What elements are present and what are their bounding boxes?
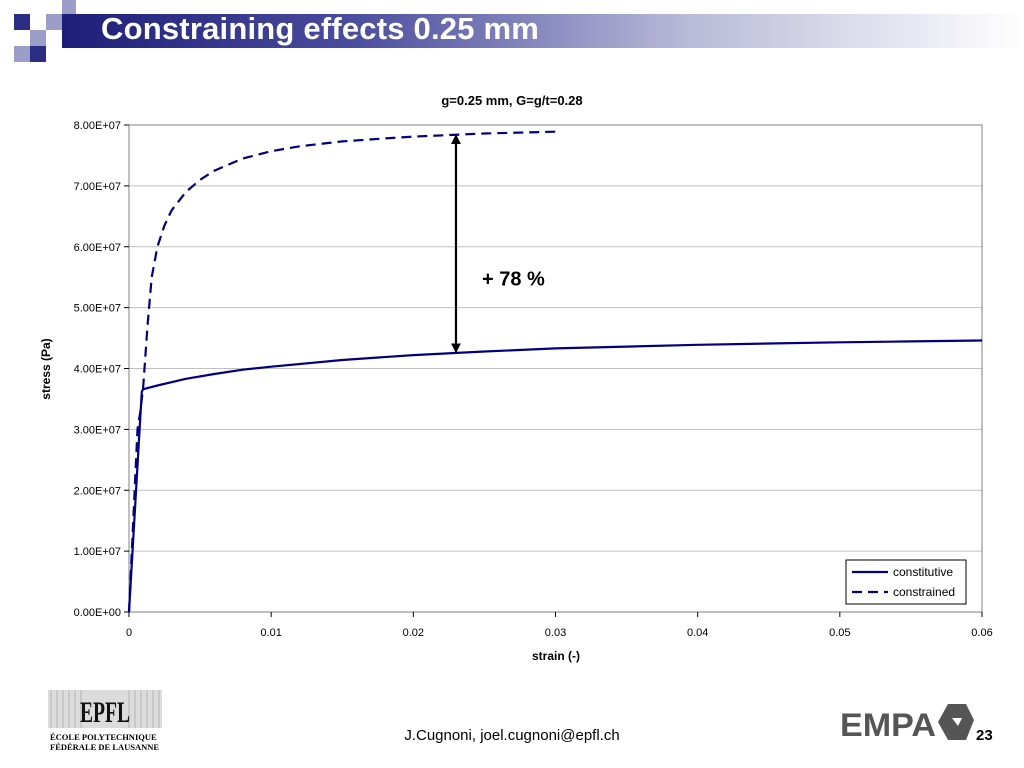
y-tick-label: 8.00E+07 bbox=[74, 120, 121, 132]
decor-square bbox=[30, 46, 46, 62]
grid-lines bbox=[129, 185, 982, 552]
y-axis-ticks: 0.00E+00 1.00E+07 2.00E+07 3.00E+07 4.00E+07… bbox=[74, 120, 129, 619]
annotation-group: + 78 % bbox=[450, 134, 545, 354]
y-tick-label: 4.00E+07 bbox=[74, 364, 121, 376]
decor-square bbox=[46, 14, 62, 30]
chart: g=0.25 mm, G=g/t=0.28 0.00E+00 1.00E+07 2.… bbox=[39, 93, 993, 663]
annotation-label: + 78 % bbox=[482, 269, 545, 291]
series-line-constrained bbox=[127, 130, 556, 613]
x-tick-label: 0.04 bbox=[687, 627, 708, 639]
x-tick-label: 0.05 bbox=[829, 627, 850, 639]
empa-emblem-mark-icon bbox=[952, 718, 962, 726]
x-axis-label: strain (-) bbox=[532, 649, 580, 663]
decor-square bbox=[62, 0, 76, 14]
y-tick-label: 3.00E+07 bbox=[74, 424, 121, 436]
decor-square bbox=[30, 30, 46, 46]
y-tick-label: 0.00E+00 bbox=[74, 607, 121, 619]
epfl-line1: ÉCOLE POLYTECHNIQUE bbox=[50, 732, 157, 742]
slide-title: Constraining effects 0.25 mm bbox=[101, 11, 539, 46]
footer-author: J.Cugnoni, joel.cugnoni@epfl.ch bbox=[404, 727, 620, 744]
decor-square bbox=[14, 14, 30, 30]
epfl-line2: FÉDÉRALE DE LAUSANNE bbox=[50, 742, 159, 752]
y-tick-label: 2.00E+07 bbox=[74, 485, 121, 497]
x-tick-label: 0 bbox=[126, 627, 132, 639]
x-axis-ticks: 0 0.01 0.02 0.03 0.04 0.05 0.06 bbox=[126, 612, 993, 639]
title-gradient bbox=[62, 14, 1024, 48]
x-tick-label: 0.01 bbox=[260, 627, 281, 639]
legend: constitutive constrained bbox=[845, 559, 967, 605]
x-tick-label: 0.03 bbox=[545, 627, 566, 639]
y-tick-label: 5.00E+07 bbox=[74, 303, 121, 315]
decor-square bbox=[14, 46, 30, 62]
legend-label-constrained: constrained bbox=[893, 585, 955, 599]
empa-logo: EMPA bbox=[840, 704, 974, 743]
epfl-logo: EPFL ÉCOLE POLYTECHNIQUE FÉDÉRALE DE LAU… bbox=[48, 690, 162, 752]
series-line-constitutive bbox=[127, 339, 983, 613]
legend-box bbox=[845, 559, 967, 605]
series-group bbox=[127, 130, 983, 613]
y-axis-label: stress (Pa) bbox=[39, 338, 53, 399]
y-tick-label: 6.00E+07 bbox=[74, 242, 121, 254]
x-tick-label: 0.06 bbox=[971, 627, 992, 639]
epfl-mark: EPFL bbox=[80, 696, 130, 729]
x-tick-label: 0.02 bbox=[403, 627, 424, 639]
y-tick-label: 7.00E+07 bbox=[74, 181, 121, 193]
title-bar: Constraining effects 0.25 mm bbox=[0, 0, 1024, 62]
empa-wordmark: EMPA bbox=[840, 707, 936, 743]
y-tick-label: 1.00E+07 bbox=[74, 546, 121, 558]
page-number: 23 bbox=[976, 727, 993, 744]
legend-label-constitutive: constitutive bbox=[893, 565, 953, 579]
chart-title: g=0.25 mm, G=g/t=0.28 bbox=[441, 93, 582, 108]
